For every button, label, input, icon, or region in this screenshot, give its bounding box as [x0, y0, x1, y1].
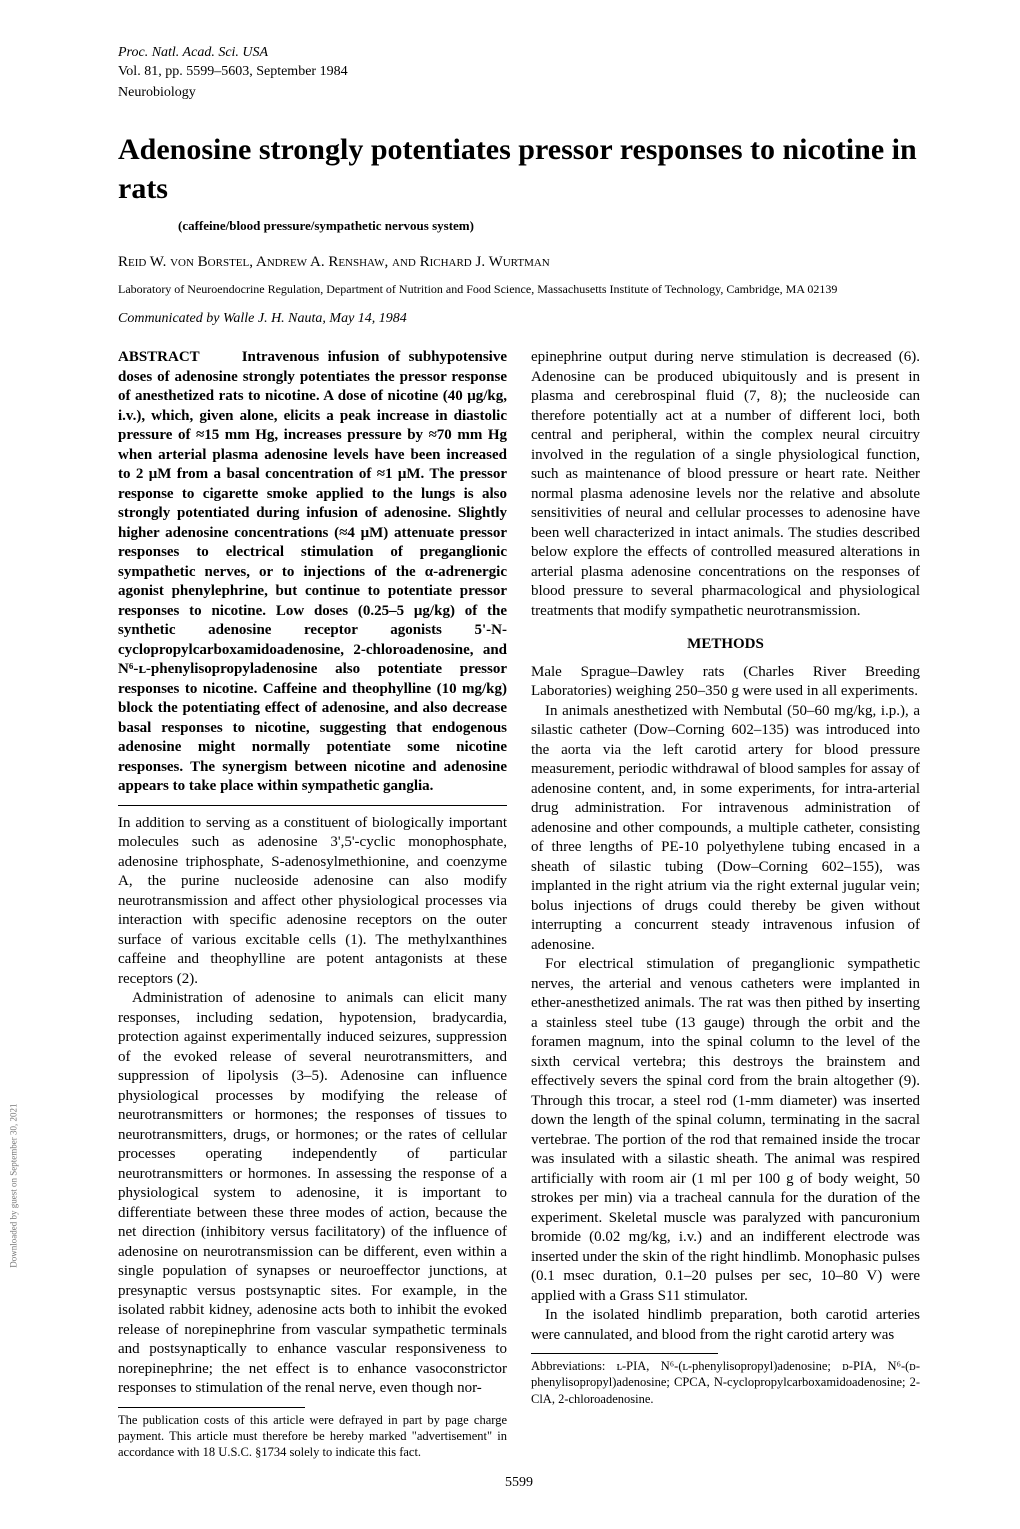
- authors-line: Reid W. von Borstel, Andrew A. Renshaw, …: [118, 253, 920, 273]
- journal-name: Proc. Natl. Acad. Sci. USA: [118, 44, 920, 63]
- footnote-right: Abbreviations: ʟ-PIA, N⁶-(ʟ-phenylisopro…: [531, 1358, 920, 1407]
- article-subtitle: (caffeine/blood pressure/sympathetic ner…: [178, 218, 920, 235]
- journal-volume: Vol. 81, pp. 5599–5603, September 1984: [118, 63, 920, 82]
- right-column: epinephrine output during nerve stimulat…: [531, 348, 920, 1460]
- page-number: 5599: [118, 1474, 920, 1492]
- methods-para-2: In animals anesthetized with Nembutal (5…: [531, 702, 920, 956]
- left-column: ABSTRACT Intravenous infusion of subhypo…: [118, 348, 507, 1460]
- abstract-block: ABSTRACT Intravenous infusion of subhypo…: [118, 348, 507, 797]
- methods-para-4: In the isolated hindlimb preparation, bo…: [531, 1306, 920, 1345]
- abstract-text: Intravenous infusion of subhypotensive d…: [118, 349, 507, 794]
- article-title: Adenosine strongly potentiates pressor r…: [118, 130, 920, 208]
- footnote-left: The publication costs of this article we…: [118, 1412, 507, 1461]
- abstract-label: ABSTRACT: [118, 349, 200, 365]
- footnote-divider-left: [118, 1407, 305, 1408]
- methods-para-3: For electrical stimulation of preganglio…: [531, 955, 920, 1306]
- journal-header: Proc. Natl. Acad. Sci. USA Vol. 81, pp. …: [118, 44, 920, 82]
- divider: [118, 805, 507, 806]
- affiliation: Laboratory of Neuroendocrine Regulation,…: [118, 282, 920, 298]
- methods-para-1: Male Sprague–Dawley rats (Charles River …: [531, 663, 920, 702]
- intro-para-2: Administration of adenosine to animals c…: [118, 989, 507, 1399]
- intro-continued: epinephrine output during nerve stimulat…: [531, 348, 920, 621]
- two-column-layout: ABSTRACT Intravenous infusion of subhypo…: [118, 348, 920, 1460]
- communicated-by: Communicated by Walle J. H. Nauta, May 1…: [118, 310, 920, 328]
- methods-heading: METHODS: [531, 635, 920, 655]
- section-label: Neurobiology: [118, 84, 920, 102]
- download-sidetext: Downloaded by guest on September 30, 202…: [8, 1104, 20, 1268]
- footnote-divider-right: [531, 1353, 718, 1354]
- intro-para-1: In addition to serving as a constituent …: [118, 814, 507, 990]
